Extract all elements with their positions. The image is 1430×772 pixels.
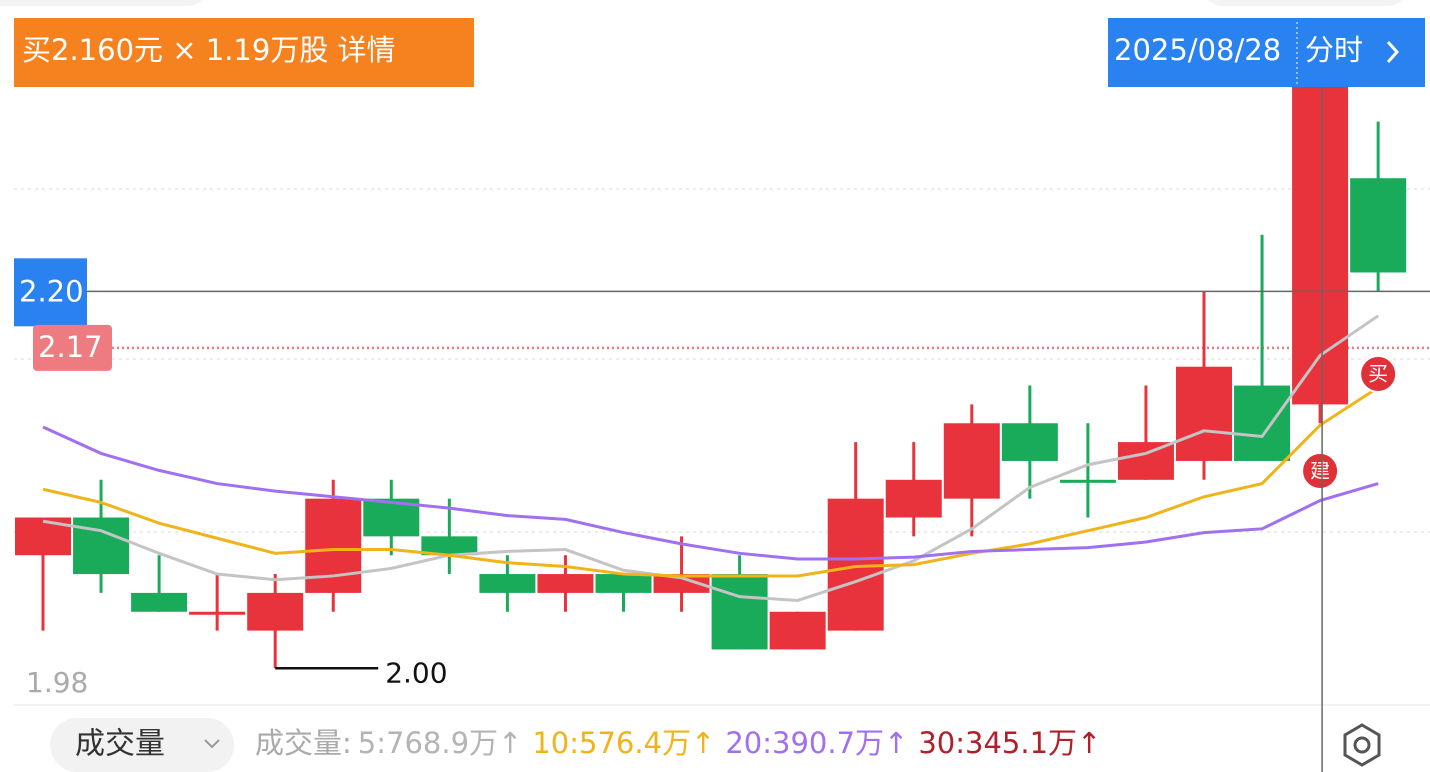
candle-body [131, 592, 188, 612]
candle-body [1234, 385, 1291, 461]
plot: 1.98 2.00 建 买 2.20 2.17 [14, 18, 1430, 772]
overlay: 买2.160元 × 1.19万股 详情 2025/08/28 分时 [14, 18, 1425, 87]
candle-body [653, 574, 710, 593]
top-pill [1207, 0, 1403, 6]
chevron-icon[interactable] [1386, 40, 1400, 64]
intraday-link[interactable]: 分时 [1305, 33, 1363, 67]
volume-legend-item: 5:768.9万↑ [358, 726, 523, 760]
trade-marker-label: 买 [1368, 362, 1388, 386]
low-marker-label: 2.00 [385, 656, 447, 689]
ma-line [42, 425, 1379, 561]
candle-body [1350, 178, 1407, 273]
trade-marker [1301, 452, 1340, 490]
trade-banner[interactable]: 买2.160元 × 1.19万股 详情 [22, 33, 396, 67]
last-price-bg [33, 324, 112, 371]
y-tick-label: 1.98 [26, 666, 88, 699]
settings-icon[interactable] [1343, 723, 1381, 767]
candle-body [769, 611, 826, 650]
ma-line [42, 386, 1379, 578]
crosshair-date: 2025/08/28 [1114, 33, 1281, 67]
volume-legend-label: 成交量: [255, 726, 352, 760]
candle-body [73, 517, 130, 575]
crosshair-date-bg[interactable] [1108, 18, 1425, 87]
candle-body [1292, 65, 1349, 405]
volume-legend-item: 20:390.7万↑ [725, 726, 908, 760]
candle-body [479, 574, 536, 593]
candle-body [189, 611, 246, 615]
candle-body [305, 498, 362, 593]
trade-banner-bg[interactable] [14, 18, 474, 87]
dropdown-icon[interactable] [204, 739, 220, 749]
candle-body [1001, 423, 1058, 461]
volume-selector[interactable]: 成交量 [75, 727, 165, 762]
candle-body [711, 574, 768, 650]
candle-body [943, 423, 1000, 499]
bottom-bar: 成交量 成交量: 5:768.9万↑ 10:576.4万↑ 20:390.7万↑ 30:… [50, 718, 1381, 772]
trade-marker [1359, 355, 1398, 393]
candle-body [1059, 479, 1116, 483]
candle-body [247, 592, 304, 631]
volume-selector-bg[interactable] [50, 718, 234, 772]
trade-marker-label: 建 [1310, 459, 1330, 483]
crosshair-price: 2.20 [19, 274, 84, 308]
candle-body [885, 479, 942, 518]
candle-body [1117, 442, 1174, 480]
volume-legend-item: 10:576.4万↑ [532, 726, 715, 760]
settings-icon-dot [1353, 736, 1371, 754]
crosshair-price-bg [14, 258, 87, 327]
candle-body [537, 574, 594, 593]
last-price-label: 2.17 [38, 330, 103, 364]
candle-body [1176, 366, 1232, 461]
ma-line [42, 314, 1379, 602]
candle-body [421, 536, 478, 556]
volume-legend-item: 30:345.1万↑ [918, 726, 1101, 760]
candle-body [595, 574, 652, 593]
top-pill [0, 0, 203, 6]
